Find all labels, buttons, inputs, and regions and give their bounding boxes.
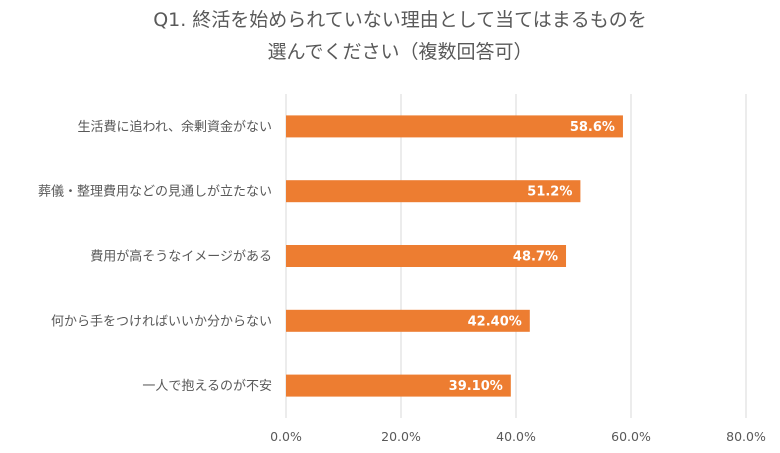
data-label: 48.7% [513, 250, 558, 265]
chart-title-line-1: Q1. 終活を始められていない理由として当てはまるものを [153, 9, 647, 31]
bar [286, 115, 623, 138]
category-label: 費用が高そうなイメージがある [90, 249, 272, 265]
data-label: 39.10% [449, 379, 503, 394]
bar [286, 180, 581, 203]
data-label: 58.6% [570, 120, 615, 135]
bar [286, 309, 530, 332]
data-label: 42.40% [468, 314, 522, 329]
x-tick-label: 60.0% [611, 429, 651, 444]
x-tick-label: 40.0% [496, 429, 536, 444]
category-label: 生活費に追われ、余剰資金がない [78, 119, 272, 135]
x-tick-label: 80.0% [726, 429, 766, 444]
x-tick-label: 20.0% [381, 429, 421, 444]
bar [286, 245, 567, 267]
chart-title-line-2: 選んでください（複数回答可） [267, 41, 533, 63]
category-label: 葬儀・整理費用などの見通しが立たない [38, 185, 272, 200]
category-label: 一人で抱えるのが不安 [142, 378, 272, 394]
category-label: 何から手をつければいいか分からない [51, 313, 272, 329]
x-tick-label: 0.0% [270, 429, 302, 444]
data-label: 51.2% [527, 185, 572, 200]
bar [286, 374, 511, 397]
